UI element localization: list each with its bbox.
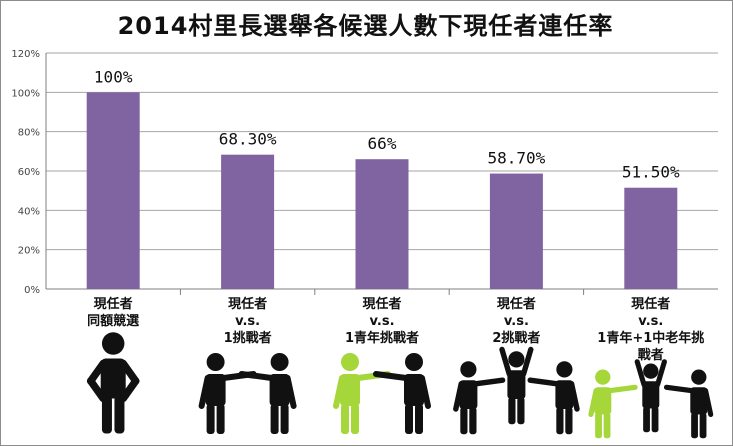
data-label: 58.70% xyxy=(488,149,546,168)
person-icon xyxy=(373,353,431,434)
y-tick-label: 100% xyxy=(11,88,40,99)
data-label: 100% xyxy=(94,67,133,86)
category-label: 現任者 同額競選 xyxy=(48,296,178,330)
category-label: 現任者 v.s. 1青年+1中老年挑 戰者 xyxy=(586,296,716,364)
category-label-line: 現任者 xyxy=(631,297,671,312)
data-label: 68.30% xyxy=(219,130,277,149)
bar xyxy=(221,154,275,289)
category-label-line: 2挑戰者 xyxy=(492,331,541,346)
category-label-line: 1挑戰者 xyxy=(223,331,272,346)
category-label-line: 現任者 xyxy=(362,297,402,312)
y-tick-label: 80% xyxy=(18,128,40,139)
category-label-line: 1青年挑戰者 xyxy=(344,331,420,346)
category-label-line: 1青年+1中老年挑 xyxy=(597,331,705,346)
category-label-line: 現任者 xyxy=(496,297,536,312)
y-tick-label: 60% xyxy=(18,167,40,178)
y-tick-label: 40% xyxy=(18,206,40,217)
person-icon xyxy=(333,353,391,434)
person-icon xyxy=(198,353,257,434)
person-icon xyxy=(634,359,667,433)
category-label: 現任者 v.s. 1青年挑戰者 xyxy=(317,296,447,347)
person-icon xyxy=(86,332,140,434)
category-label-line: v.s. xyxy=(638,314,664,329)
category-label: 現任者 v.s. 1挑戰者 xyxy=(183,296,313,347)
person-icon xyxy=(527,361,580,435)
y-tick-label: 20% xyxy=(18,246,40,257)
category-label-line: 現任者 xyxy=(93,297,133,312)
category-label: 現任者 v.s. 2挑戰者 xyxy=(451,296,581,347)
person-icon xyxy=(238,353,297,434)
y-tick-label: 0% xyxy=(24,285,40,296)
data-label: 51.50% xyxy=(622,163,680,182)
y-tick-label: 120% xyxy=(11,49,40,60)
person-icon xyxy=(663,369,714,439)
bar xyxy=(355,159,409,289)
bar xyxy=(489,173,543,289)
person-icon xyxy=(453,361,506,435)
category-label-line: v.s. xyxy=(503,314,529,329)
category-label-line: v.s. xyxy=(369,314,395,329)
person-icon xyxy=(499,346,534,425)
person-icon xyxy=(588,369,638,439)
category-label-line: 戰者 xyxy=(637,348,664,363)
category-label-line: 現任者 xyxy=(228,297,268,312)
category-label-line: v.s. xyxy=(235,314,261,329)
data-label: 66% xyxy=(368,134,397,153)
chart-title: 2014村里長選舉各候選人數下現任者連任率 xyxy=(117,12,614,40)
category-label-line: 同額競選 xyxy=(87,314,140,329)
bar xyxy=(624,187,678,289)
bar xyxy=(86,92,140,289)
